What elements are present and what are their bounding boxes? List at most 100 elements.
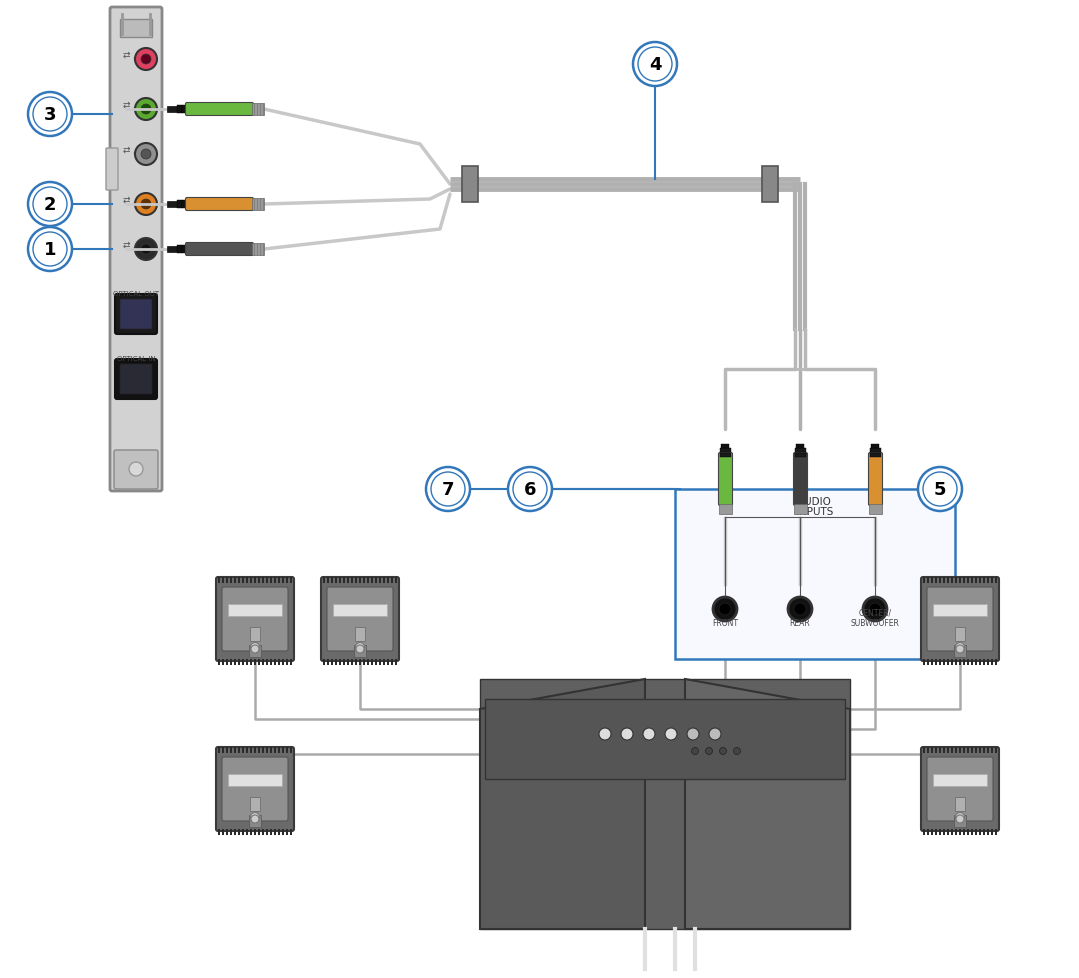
- Circle shape: [141, 200, 151, 210]
- Bar: [931, 747, 933, 753]
- Circle shape: [622, 729, 633, 740]
- Bar: [230, 747, 232, 753]
- Bar: [954, 816, 966, 827]
- Bar: [484, 699, 845, 779]
- Bar: [983, 829, 985, 835]
- Bar: [367, 659, 369, 665]
- Bar: [242, 659, 244, 665]
- Circle shape: [250, 643, 260, 651]
- Bar: [258, 577, 260, 584]
- Circle shape: [692, 748, 698, 755]
- Bar: [995, 747, 997, 753]
- FancyBboxPatch shape: [222, 588, 288, 651]
- Bar: [987, 747, 989, 753]
- Bar: [331, 577, 333, 584]
- Bar: [254, 829, 256, 835]
- Circle shape: [250, 813, 260, 822]
- Bar: [927, 829, 929, 835]
- Bar: [720, 454, 730, 458]
- Bar: [951, 659, 953, 665]
- Bar: [983, 659, 985, 665]
- Bar: [258, 747, 260, 753]
- Bar: [959, 659, 961, 665]
- Bar: [262, 659, 264, 665]
- Bar: [979, 659, 981, 665]
- Text: AUDIO: AUDIO: [798, 497, 832, 507]
- FancyBboxPatch shape: [186, 104, 254, 116]
- Bar: [795, 454, 806, 458]
- Bar: [943, 577, 945, 584]
- Circle shape: [643, 729, 655, 740]
- Bar: [947, 577, 950, 584]
- Bar: [967, 659, 969, 665]
- Bar: [262, 577, 264, 584]
- Bar: [959, 747, 961, 753]
- Bar: [290, 659, 292, 665]
- Bar: [975, 747, 976, 753]
- Bar: [975, 659, 976, 665]
- Bar: [947, 829, 950, 835]
- Circle shape: [251, 816, 259, 823]
- Bar: [947, 747, 950, 753]
- Bar: [391, 659, 393, 665]
- Bar: [795, 449, 806, 453]
- Bar: [371, 659, 373, 665]
- Bar: [975, 829, 976, 835]
- Bar: [923, 577, 925, 584]
- Bar: [935, 659, 937, 665]
- Text: 3: 3: [44, 106, 56, 124]
- Bar: [962, 577, 965, 584]
- Circle shape: [706, 748, 712, 755]
- Bar: [339, 659, 341, 665]
- Bar: [222, 747, 224, 753]
- Bar: [943, 659, 945, 665]
- Bar: [327, 659, 329, 665]
- FancyBboxPatch shape: [222, 757, 288, 822]
- Bar: [939, 577, 941, 584]
- Bar: [387, 659, 390, 665]
- Bar: [395, 577, 397, 584]
- Bar: [274, 747, 276, 753]
- Bar: [943, 829, 945, 835]
- Bar: [250, 747, 252, 753]
- Circle shape: [135, 194, 158, 216]
- Bar: [267, 747, 268, 753]
- Bar: [267, 659, 268, 665]
- Circle shape: [869, 603, 880, 615]
- Circle shape: [956, 813, 965, 822]
- Bar: [955, 627, 965, 642]
- Circle shape: [508, 467, 552, 511]
- Bar: [375, 577, 377, 584]
- Circle shape: [135, 239, 158, 261]
- Text: 4: 4: [648, 56, 661, 74]
- Bar: [371, 577, 373, 584]
- Bar: [359, 577, 361, 584]
- FancyBboxPatch shape: [921, 577, 999, 661]
- FancyBboxPatch shape: [216, 577, 293, 661]
- Bar: [931, 829, 933, 835]
- Bar: [270, 747, 272, 753]
- Bar: [323, 659, 325, 665]
- FancyBboxPatch shape: [327, 588, 393, 651]
- Circle shape: [141, 105, 151, 114]
- Bar: [218, 659, 220, 665]
- Bar: [274, 577, 276, 584]
- Bar: [947, 659, 950, 665]
- Bar: [278, 829, 279, 835]
- Circle shape: [28, 183, 72, 227]
- Bar: [282, 747, 284, 753]
- Text: 7: 7: [441, 480, 454, 499]
- Bar: [222, 577, 224, 584]
- Bar: [282, 659, 284, 665]
- Circle shape: [918, 467, 962, 511]
- Bar: [282, 577, 284, 584]
- Bar: [278, 747, 279, 753]
- Bar: [334, 577, 337, 584]
- Bar: [234, 829, 236, 835]
- Bar: [218, 829, 220, 835]
- Bar: [871, 445, 879, 449]
- Bar: [869, 505, 882, 514]
- Bar: [246, 829, 248, 835]
- Text: OPTICAL IN: OPTICAL IN: [117, 356, 155, 362]
- FancyBboxPatch shape: [921, 747, 999, 831]
